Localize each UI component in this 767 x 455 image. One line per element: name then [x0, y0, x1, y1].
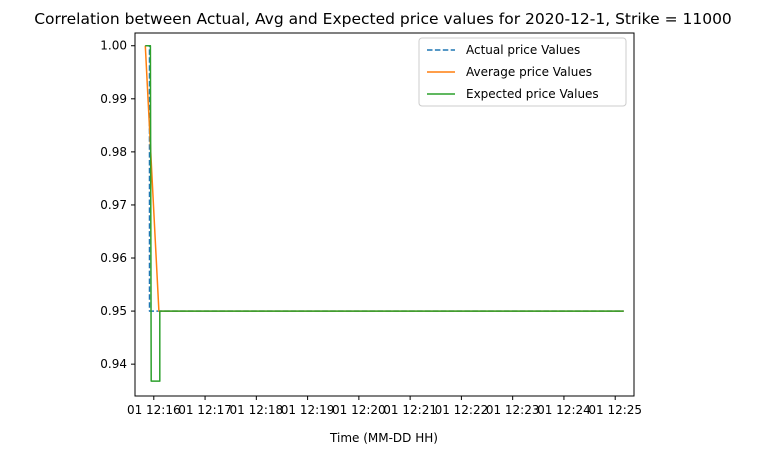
legend-label-2: Average price Values [466, 65, 592, 79]
legend-box [418, 37, 627, 107]
x-tick-label: 01 12:19 [281, 403, 335, 417]
chart-title: Correlation between Actual, Avg and Expe… [34, 10, 732, 28]
y-tick-label: 1.00 [100, 39, 127, 53]
legend-label-1: Actual price Values [466, 43, 580, 57]
y-axis: 0.94 0.95 0.96 0.97 0.98 0.99 1.00 [100, 39, 135, 371]
x-tick-label: 01 12:25 [588, 403, 642, 417]
y-tick-label: 0.96 [100, 251, 127, 265]
y-tick-label: 0.99 [100, 92, 127, 106]
y-tick-label: 0.95 [100, 304, 127, 318]
x-tick-label: 01 12:16 [127, 403, 181, 417]
x-tick-label: 01 12:20 [332, 403, 386, 417]
x-tick-label: 01 12:18 [229, 403, 283, 417]
y-tick-label: 0.97 [100, 198, 127, 212]
y-tick-label: 0.98 [100, 145, 127, 159]
x-tick-label: 01 12:21 [383, 403, 437, 417]
x-tick-label: 01 12:23 [486, 403, 540, 417]
legend: Actual price Values Average price Values E… [418, 37, 627, 107]
legend-label-3: Expected price Values [466, 87, 599, 101]
series-layer [144, 44, 624, 382]
x-tick-label: 01 12:24 [537, 403, 591, 417]
plot-frame [134, 32, 635, 397]
series-line-3 [145, 44, 624, 382]
y-tick-label: 0.94 [100, 357, 127, 371]
x-axis-label: Time (MM-DD HH) [329, 431, 438, 445]
x-tick-label: 01 12:17 [178, 403, 232, 417]
x-tick-label: 01 12:22 [435, 403, 489, 417]
